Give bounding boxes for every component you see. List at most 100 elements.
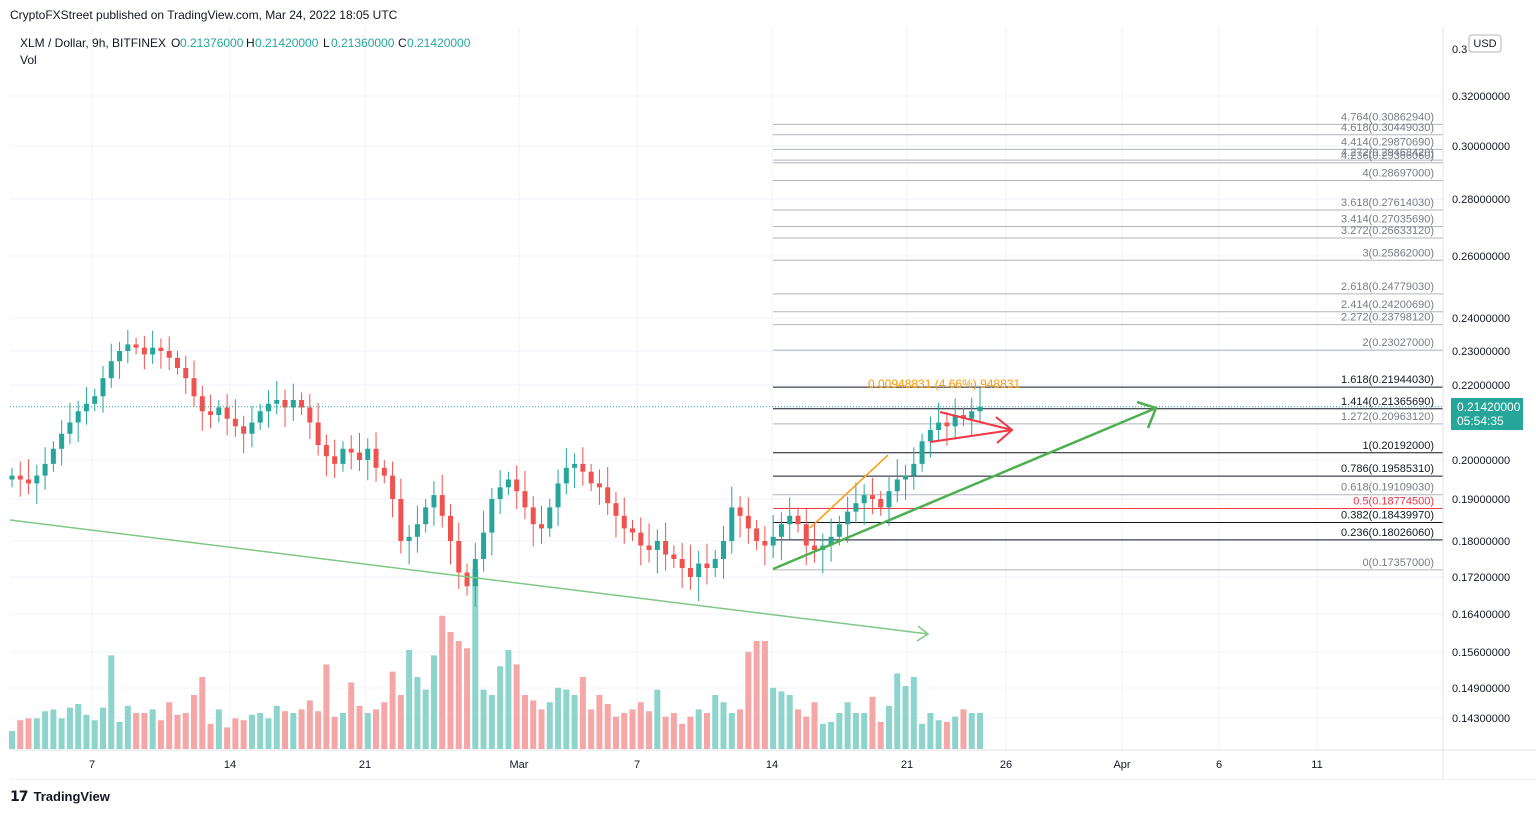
volume-bar — [66, 707, 73, 749]
descending-trendline-arrow — [916, 625, 930, 642]
open-label: O — [171, 36, 180, 50]
x-tick-label: 14 — [224, 759, 236, 771]
volume-bar — [58, 718, 65, 749]
volume-bar — [133, 713, 140, 749]
candle-body — [406, 536, 412, 541]
volume-bar — [414, 677, 421, 749]
y-tick-label: 0.15600000 — [1452, 647, 1510, 659]
x-tick-label: 7 — [634, 759, 640, 771]
candle-body — [530, 507, 536, 525]
currency-label: USD — [1473, 38, 1496, 50]
volume-bar — [836, 713, 843, 749]
volume-bar — [406, 650, 413, 749]
volume-bar — [819, 723, 826, 749]
candle-body — [117, 351, 123, 362]
candle-body — [770, 536, 776, 546]
y-tick-label: 0.16400000 — [1452, 609, 1510, 621]
candle-body — [605, 487, 611, 504]
candle-body — [414, 524, 420, 537]
candle-body — [398, 499, 404, 541]
fib-level-label: 4.272(0.29468420) — [1341, 147, 1434, 159]
candlestick-chart[interactable]: 4.764(0.30862940)4.618(0.30449030) 4.414(… — [0, 0, 1536, 780]
candle-body — [936, 422, 942, 430]
volume-bar — [604, 704, 611, 749]
candle-body — [75, 411, 81, 423]
volume-bar — [968, 713, 975, 749]
volume-bar — [141, 713, 148, 749]
volume-bar — [224, 727, 231, 749]
candle-body — [977, 406, 983, 412]
volume-bar — [17, 720, 24, 749]
x-tick-label: 6 — [1216, 759, 1222, 771]
tradingview-footer[interactable]: 𝟭𝟳 TradingView — [10, 788, 110, 805]
candle-body — [365, 448, 371, 460]
volume-bar — [778, 691, 785, 749]
volume-bar — [100, 707, 107, 749]
volume-bar — [298, 709, 305, 749]
volume-bar — [803, 716, 810, 749]
axes: 7 14 21 Mar 7 14 21 26 Apr 6 11 0.32000000 0.3000000… — [10, 28, 1536, 780]
volume-bar — [323, 664, 330, 749]
candle-body — [265, 403, 271, 412]
fib-level-label: 2(0.23027000) — [1362, 337, 1434, 349]
countdown: 05:54:35 — [1457, 414, 1504, 428]
candle-body — [67, 422, 73, 434]
x-tick-label: Mar — [510, 759, 529, 771]
x-tick-label: Apr — [1113, 759, 1130, 771]
candle-body — [431, 495, 437, 508]
y-tick-label: 0.3 — [1452, 44, 1467, 56]
drawings[interactable] — [9, 400, 1443, 642]
candle-body — [241, 426, 247, 434]
volume-bar — [621, 713, 628, 749]
currency-badge[interactable]: USD — [1468, 34, 1502, 53]
y-tick-label: 0.23000000 — [1452, 346, 1510, 358]
candle-body — [696, 563, 702, 577]
volume-bar — [248, 714, 255, 749]
candle-body — [166, 351, 172, 358]
fib-level-label: 4.618(0.30449030) — [1341, 122, 1434, 134]
fib-level-label: 0.786(0.19585310) — [1341, 463, 1434, 475]
candle-body — [778, 524, 784, 537]
fibonacci-extension[interactable]: 4.764(0.30862940)4.618(0.30449030) 4.414(… — [773, 111, 1443, 571]
measure-label: 0.00948831 (4.66%) 948831 — [868, 377, 1020, 391]
volume-bar — [902, 686, 909, 749]
volume-bar — [513, 664, 520, 749]
volume-bar — [315, 711, 322, 749]
fib-level-label: 2.618(0.24779030) — [1341, 281, 1434, 293]
volume-bar — [737, 709, 744, 749]
fib-level-label: 4.414(0.29870690) — [1341, 136, 1434, 148]
symbol-label: XLM / Dollar, 9h, BITFINEX — [20, 36, 166, 50]
fib-level-label: 3.618(0.27614030) — [1341, 197, 1434, 209]
volume-bar — [464, 648, 471, 749]
candle-body — [596, 483, 602, 488]
candle-body — [547, 507, 553, 529]
low-value: 0.21360000 — [331, 36, 395, 50]
volume-bar — [116, 722, 123, 749]
candle-body — [630, 528, 636, 533]
volume-bars — [9, 569, 983, 749]
volume-bar — [695, 709, 702, 749]
candle-body — [721, 541, 727, 559]
candle-body — [878, 499, 884, 508]
x-tick-label: 7 — [89, 759, 95, 771]
candle-body — [646, 545, 652, 550]
volume-bar — [894, 673, 901, 749]
candle-body — [563, 467, 569, 484]
volume-bar — [786, 695, 793, 749]
fib-level-label: 3.414(0.27035690) — [1341, 213, 1434, 225]
volume-bar — [538, 709, 545, 749]
volume-bar — [447, 632, 454, 749]
y-tick-label: 0.26000000 — [1452, 251, 1510, 263]
candle-body — [323, 445, 329, 457]
fib-level-label: 0.236(0.18026060) — [1341, 527, 1434, 539]
candle-body — [505, 479, 511, 488]
candle-body — [183, 368, 189, 379]
volume-bar — [530, 700, 537, 749]
volume-bar — [497, 666, 504, 749]
fib-level-label: 0.618(0.19109030) — [1341, 482, 1434, 494]
volume-bar — [679, 723, 686, 749]
candle-body — [290, 400, 296, 408]
volume-bar — [952, 716, 959, 749]
candle-body — [472, 559, 478, 587]
volume-bar — [943, 722, 950, 749]
